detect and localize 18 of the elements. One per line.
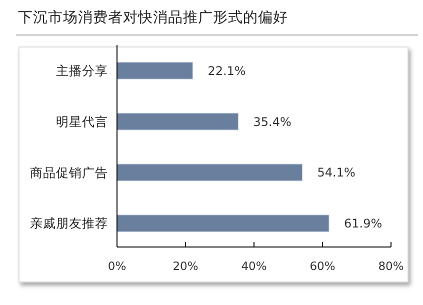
x-tick-label: 0% [108,259,126,273]
x-tick-label: 60% [310,259,336,273]
x-tick-label: 40% [241,259,267,273]
x-tick-label: 80% [378,259,404,273]
y-tick-label: 亲戚朋友推荐 [30,216,108,231]
y-tick-label: 商品促销广告 [30,164,108,180]
data-label: 54.1% [317,166,356,180]
bar [116,164,303,182]
data-label: 61.9% [344,216,382,231]
y-tick-label: 明星代言 [56,114,108,129]
bar [116,62,193,80]
x-tick-label: 20% [172,259,198,273]
chart-title: 下沉市场消费者对快消品推广形式的偏好 [18,9,288,26]
data-label: 35.4% [253,114,292,129]
y-tick-label: 主播分享 [56,63,108,78]
bar [116,214,330,232]
bar [116,112,239,130]
data-label: 22.1% [208,64,246,78]
